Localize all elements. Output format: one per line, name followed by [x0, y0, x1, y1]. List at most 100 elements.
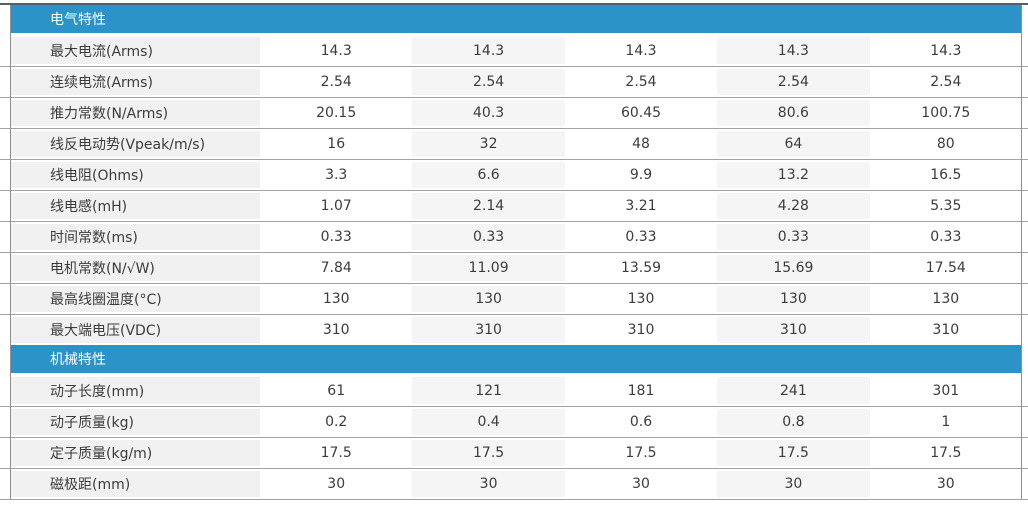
- row-cells: 电机常数(N/√W) 7.84 11.09 13.59 15.69 17.54: [10, 255, 1022, 281]
- cell-value: 14.3: [412, 37, 565, 64]
- section-title: 电气特性: [10, 5, 1022, 33]
- table-row: 动子长度(mm) 61 121 181 241 301: [0, 375, 1028, 406]
- cell-value: 2.54: [412, 69, 565, 95]
- table-section: 机械特性 动子长度(mm) 61 121 181 241 301 动子质量(kg) 0.2 0.4…: [0, 345, 1028, 499]
- row-label: 线电阻(Ohms): [10, 162, 260, 188]
- cell-value: 130: [627, 291, 655, 307]
- cell-value: 241: [717, 377, 870, 404]
- cell-value: 130: [932, 291, 960, 307]
- row-label: 电机常数(N/√W): [10, 255, 260, 281]
- cell-value: 0.33: [625, 229, 657, 245]
- cell-value: 20.15: [316, 105, 357, 121]
- cell-value: 2.54: [930, 74, 962, 90]
- cell-value: 301: [932, 382, 960, 399]
- cell-value: 60.45: [620, 105, 662, 121]
- section-title: 机械特性: [10, 345, 1022, 373]
- row-cells: 连续电流(Arms) 2.54 2.54 2.54 2.54 2.54: [10, 69, 1022, 95]
- table-row: 线电阻(Ohms) 3.3 6.6 9.9 13.2 16.5: [0, 159, 1028, 190]
- row-label: 推力常数(N/Arms): [10, 100, 260, 126]
- cell-value: 0.8: [717, 409, 870, 435]
- table-row: 定子质量(kg/m) 17.5 17.5 17.5 17.5 17.5: [0, 437, 1028, 468]
- table-row: 线反电动势(Vpeak/m/s) 16 32 48 64 80: [0, 128, 1028, 159]
- cell-value: 61: [327, 382, 346, 399]
- cell-value: 11.09: [412, 255, 565, 281]
- row-cells: 线反电动势(Vpeak/m/s) 16 32 48 64 80: [10, 131, 1022, 157]
- row-label: 连续电流(Arms): [10, 69, 260, 95]
- table-row: 线电感(mH) 1.07 2.14 3.21 4.28 5.35: [0, 190, 1028, 221]
- cell-value: 2.54: [320, 74, 352, 90]
- row-label: 定子质量(kg/m): [10, 440, 260, 466]
- cell-value: 0.33: [930, 229, 962, 245]
- cell-value: 100.75: [921, 105, 971, 121]
- cell-value: 3.21: [625, 198, 657, 214]
- cell-value: 6.6: [412, 162, 565, 188]
- cell-value: 310: [717, 317, 870, 343]
- row-label: 磁极距(mm): [10, 471, 260, 497]
- section-rows: 最大电流(Arms) 14.3 14.3 14.3 14.3 14.3 连续电流(Arms)…: [0, 35, 1028, 345]
- cell-value: 17.5: [412, 440, 565, 466]
- cell-value: 310: [322, 322, 350, 338]
- cell-value: 17.5: [320, 445, 352, 461]
- cell-value: 0.2: [325, 414, 348, 430]
- cell-value: 80.6: [717, 100, 870, 126]
- cell-value: 17.54: [925, 260, 966, 276]
- cell-value: 48: [632, 136, 650, 152]
- row-cells: 最高线圈温度(°C) 130 130 130 130 130: [10, 286, 1022, 312]
- cell-value: 0.33: [717, 224, 870, 250]
- cell-value: 17.5: [717, 440, 870, 466]
- cell-value: 30: [936, 476, 955, 492]
- cell-value: 30: [632, 476, 650, 492]
- cell-value: 2.14: [412, 193, 565, 219]
- cell-value: 3.3: [325, 167, 348, 183]
- cell-value: 15.69: [717, 255, 870, 281]
- row-cells: 最大端电压(VDC) 310 310 310 310 310: [10, 317, 1022, 343]
- cell-value: 64: [717, 131, 870, 157]
- table-row: 最高线圈温度(°C) 130 130 130 130 130: [0, 283, 1028, 314]
- table-row: 电机常数(N/√W) 7.84 11.09 13.59 15.69 17.54: [0, 252, 1028, 283]
- cell-value: 14.3: [625, 42, 657, 59]
- row-label: 时间常数(ms): [10, 224, 260, 250]
- cell-value: 16.5: [930, 167, 962, 183]
- cell-value: 310: [627, 322, 655, 338]
- cell-value: 13.59: [620, 260, 662, 276]
- cell-value: 0.4: [412, 409, 565, 435]
- row-label: 最大电流(Arms): [10, 37, 260, 64]
- cell-value: 0.33: [412, 224, 565, 250]
- cell-value: 130: [322, 291, 350, 307]
- row-cells: 磁极距(mm) 30 30 30 30 30: [10, 471, 1022, 497]
- table-row: 最大电流(Arms) 14.3 14.3 14.3 14.3 14.3: [0, 35, 1028, 66]
- row-cells: 定子质量(kg/m) 17.5 17.5 17.5 17.5 17.5: [10, 440, 1022, 466]
- cell-value: 17.5: [625, 445, 657, 461]
- table-row: 磁极距(mm) 30 30 30 30 30: [0, 468, 1028, 499]
- cell-value: 13.2: [717, 162, 870, 188]
- cell-value: 1.07: [320, 198, 352, 214]
- row-cells: 推力常数(N/Arms) 20.15 40.3 60.45 80.6 100.75: [10, 100, 1022, 126]
- cell-value: 2.54: [625, 74, 657, 90]
- table-section: 电气特性 最大电流(Arms) 14.3 14.3 14.3 14.3 14.3 连续电流(A…: [0, 5, 1028, 345]
- row-label: 最高线圈温度(°C): [10, 286, 260, 312]
- cell-value: 40.3: [412, 100, 565, 126]
- spec-table: 电气特性 最大电流(Arms) 14.3 14.3 14.3 14.3 14.3 连续电流(A…: [0, 5, 1028, 499]
- cell-value: 14.3: [930, 42, 962, 59]
- table-left-border: [10, 5, 11, 499]
- table-row: 动子质量(kg) 0.2 0.4 0.6 0.8 1: [0, 406, 1028, 437]
- cell-value: 5.35: [930, 198, 962, 214]
- cell-value: 310: [412, 317, 565, 343]
- table-row: 连续电流(Arms) 2.54 2.54 2.54 2.54 2.54: [0, 66, 1028, 97]
- row-label: 最大端电压(VDC): [10, 317, 260, 343]
- table-top-border: [0, 3, 1028, 5]
- cell-value: 310: [932, 322, 960, 338]
- cell-value: 16: [327, 136, 346, 152]
- row-label: 动子质量(kg): [10, 409, 260, 435]
- cell-value: 80: [936, 136, 955, 152]
- cell-value: 130: [412, 286, 565, 312]
- cell-value: 30: [412, 471, 565, 497]
- cell-value: 121: [412, 377, 565, 404]
- section-rows: 动子长度(mm) 61 121 181 241 301 动子质量(kg) 0.2 0.4 0.6 0…: [0, 375, 1028, 499]
- cell-value: 181: [627, 382, 655, 399]
- cell-value: 1: [941, 414, 951, 430]
- row-cells: 最大电流(Arms) 14.3 14.3 14.3 14.3 14.3: [10, 37, 1022, 64]
- row-cells: 动子质量(kg) 0.2 0.4 0.6 0.8 1: [10, 409, 1022, 435]
- cell-value: 7.84: [320, 260, 352, 276]
- cell-value: 32: [412, 131, 565, 157]
